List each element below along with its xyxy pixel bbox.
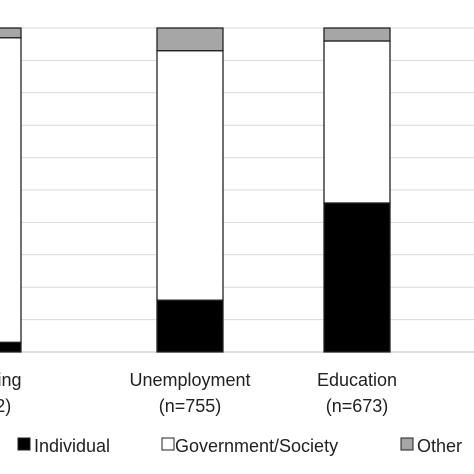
bar-segment-other [156, 27, 224, 52]
bar-segment-individual [156, 299, 224, 353]
bar-segment-other [323, 27, 391, 42]
legend-label-individual: Individual [34, 436, 110, 456]
legend-swatch-government-society [161, 437, 175, 451]
x-tick-sublabel: (n=755) [159, 396, 222, 416]
bar-segment-individual [0, 341, 22, 353]
bars [0, 27, 391, 353]
bar-segment-government-society [156, 50, 224, 301]
gridlines [0, 27, 474, 353]
category-labels: of Living =222) Unemployment (n=755) Educati… [0, 370, 397, 416]
bar-segment-government-society [0, 37, 22, 343]
legend-swatch-individual [17, 437, 31, 451]
legend: Individual Government/Society Other [17, 436, 462, 456]
legend-label-government-society: Government/Society [175, 436, 338, 456]
x-tick-label: Unemployment [129, 370, 250, 390]
bar-segment-government-society [323, 40, 391, 204]
x-tick-label: Education [317, 370, 397, 390]
x-tick-sublabel: =222) [0, 396, 11, 416]
bar-segment-other [0, 27, 22, 39]
legend-label-other: Other [417, 436, 462, 456]
x-tick-sublabel: (n=673) [326, 396, 389, 416]
x-tick-label: of Living [0, 370, 22, 390]
bar-segment-individual [323, 202, 391, 353]
legend-swatch-other [400, 437, 414, 451]
